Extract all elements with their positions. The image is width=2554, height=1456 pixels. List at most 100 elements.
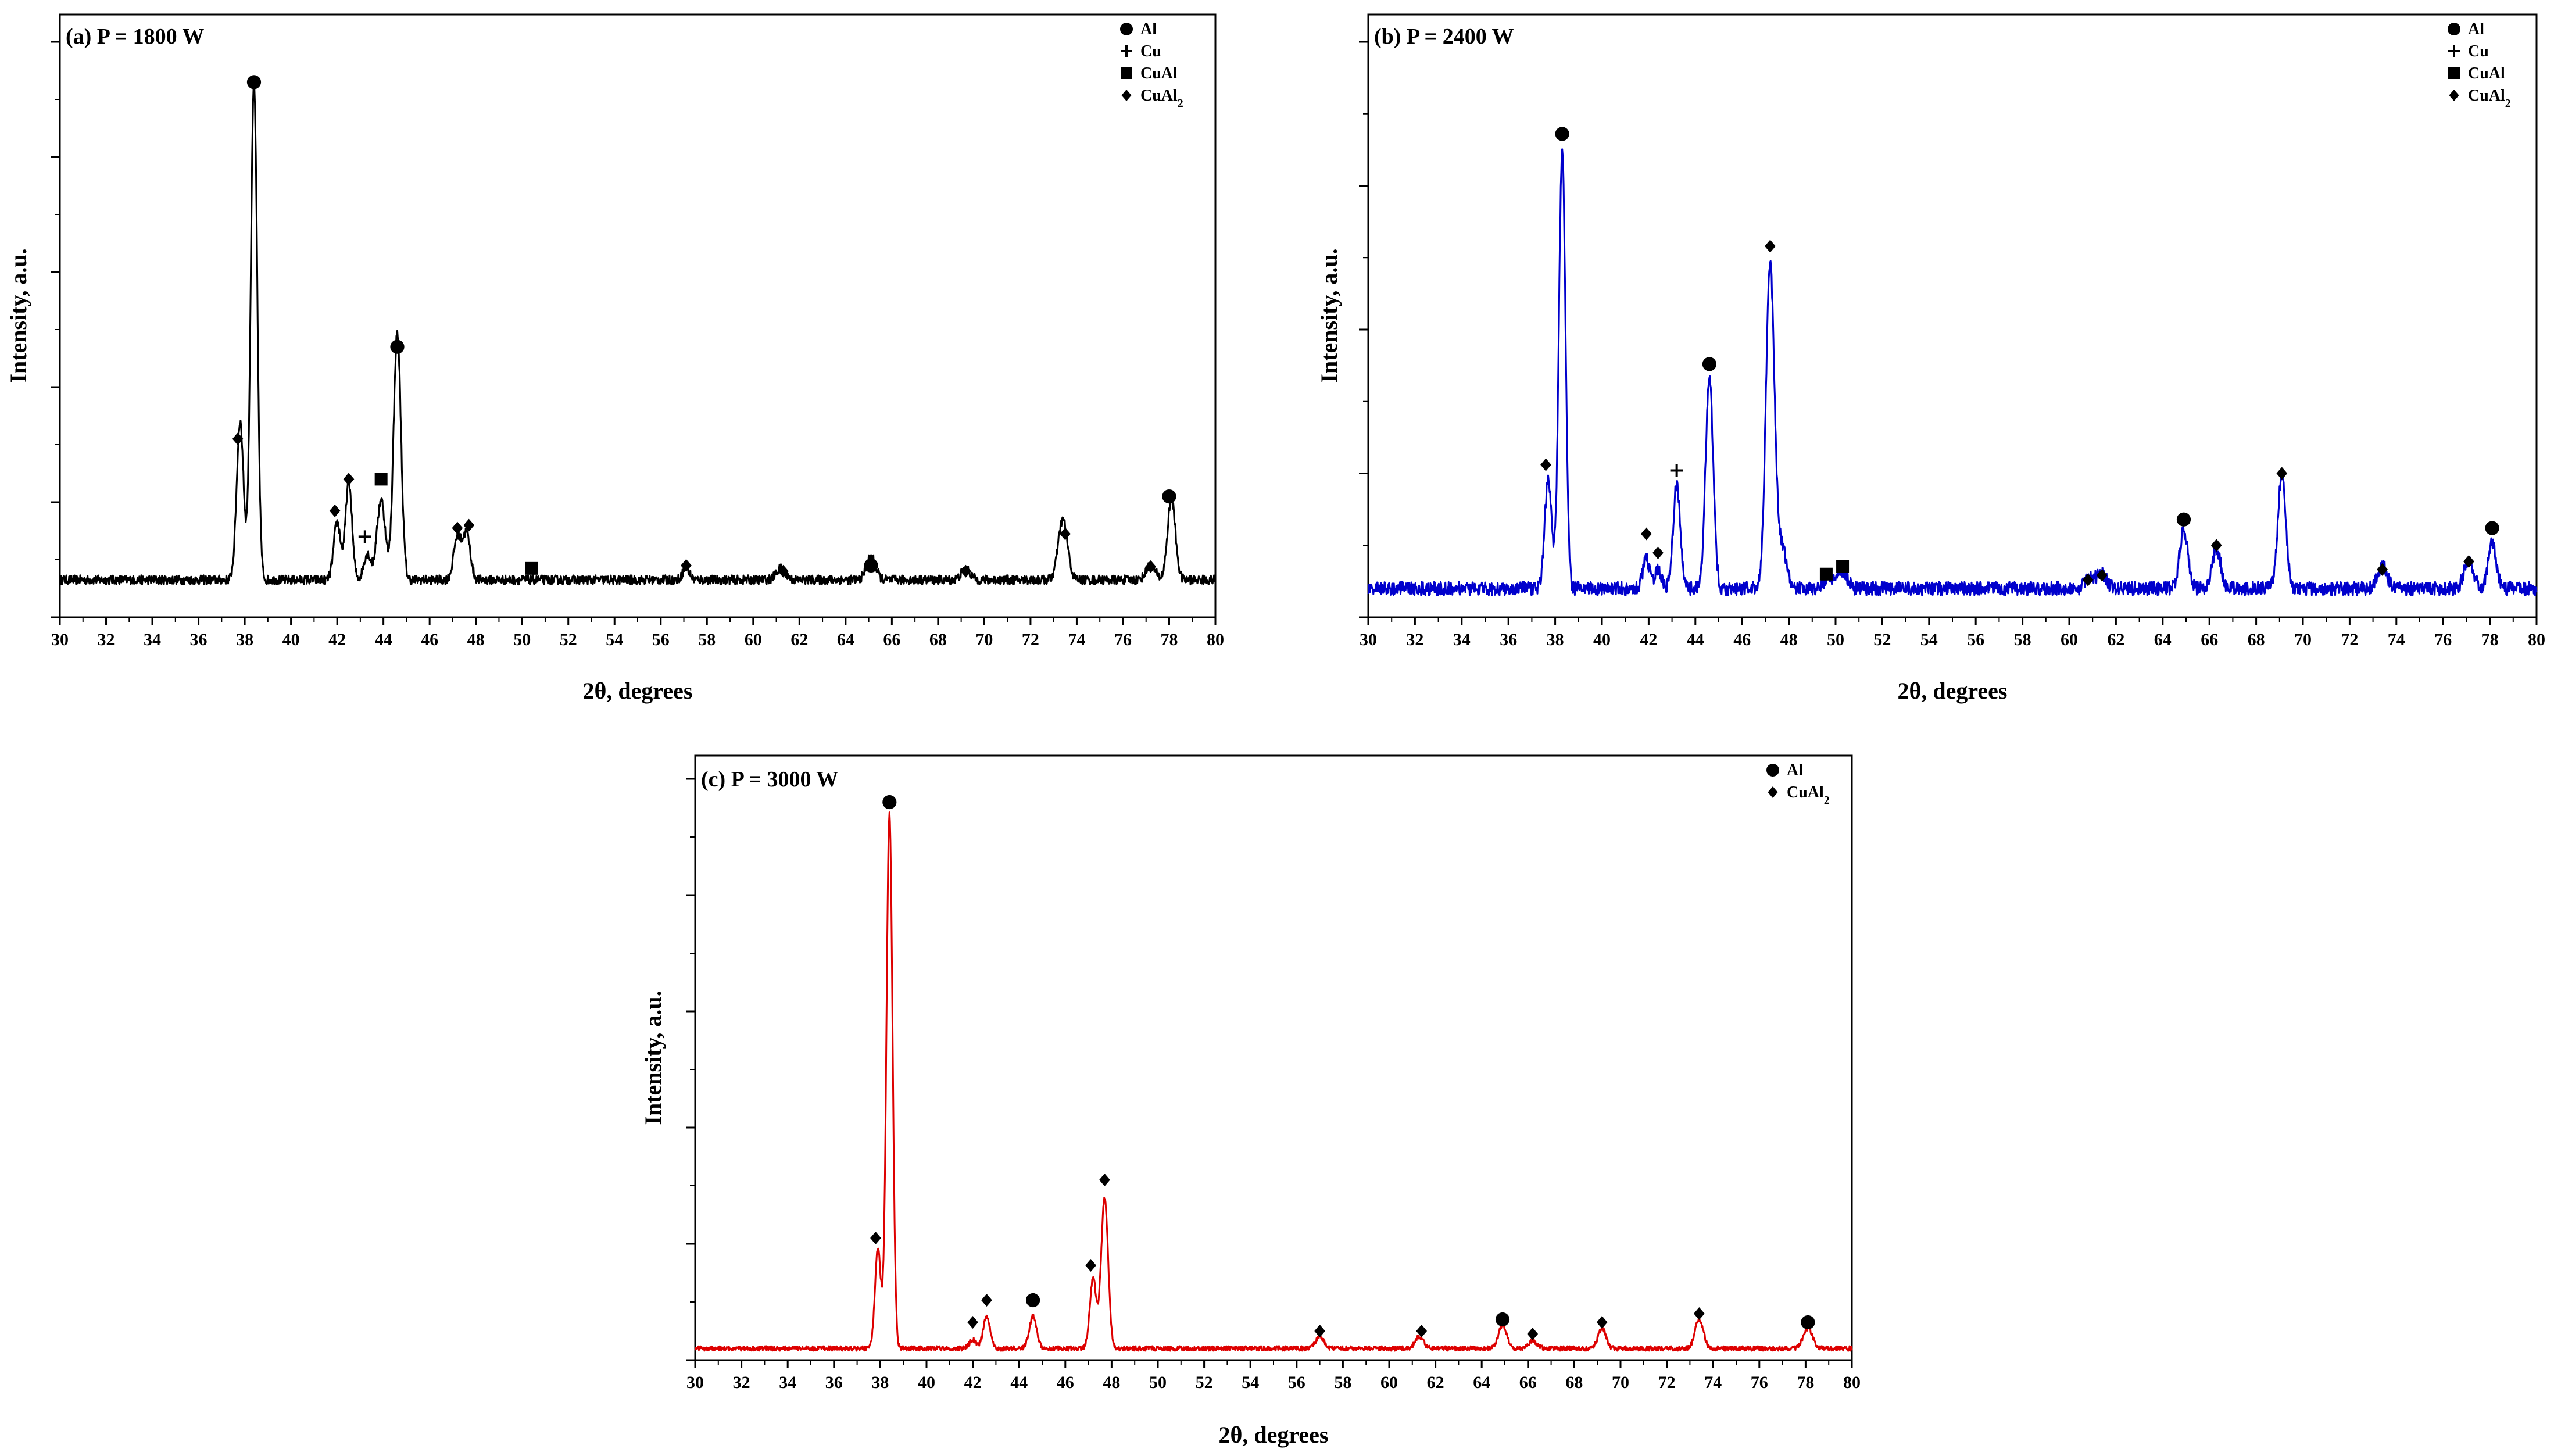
x-tick-label-c: 36 [825,1373,843,1392]
phase-marker-diamond-b [2377,563,2388,576]
x-tick-label-c: 34 [779,1373,796,1392]
x-tick-label-b: 34 [1453,630,1471,649]
x-tick-label-c: 54 [1242,1373,1259,1392]
phase-marker-diamond-b [2096,568,2108,582]
panel-title-c: (c) P = 3000 W [701,767,838,792]
phase-marker-diamond-c [1527,1328,1539,1340]
plot-frame-c [694,754,1853,1361]
phase-marker-circle-c [1801,1315,1815,1330]
x-tick-label-c: 40 [918,1373,935,1392]
x-tick-label-a: 60 [745,630,762,649]
x-tick-label-c: 62 [1427,1373,1444,1392]
x-tick-label-b: 58 [2014,630,2031,649]
x-tick-label-a: 78 [1160,630,1178,649]
y-axis-title-c: Intensity, a.u. [640,990,666,1125]
phase-marker-circle-a [246,75,262,90]
phase-marker-diamond-c [1314,1325,1325,1337]
x-tick-label-b: 30 [1360,630,1377,649]
x-tick-label-b: 32 [1406,630,1423,649]
x-tick-label-c: 50 [1149,1373,1167,1392]
x-tick-label-b: 50 [1827,630,1844,649]
x-tick-label-c: 46 [1057,1373,1074,1392]
phase-marker-circle-c [1495,1312,1510,1327]
x-tick-label-b: 80 [2528,630,2545,649]
x-tick-label-a: 52 [560,630,577,649]
x-tick-label-a: 66 [883,630,900,649]
x-tick-label-c: 58 [1334,1373,1351,1392]
x-tick-label-a: 46 [421,630,438,649]
phase-marker-diamond-a [232,432,244,446]
legend-marker-c [1766,764,1779,777]
x-axis-title-c: 2θ, degrees [1219,1422,1329,1448]
y-axis-title-b: Intensity, a.u. [1316,248,1342,382]
phase-marker-circle-c [882,795,897,810]
x-tick-label-c: 70 [1612,1373,1629,1392]
phase-marker-square-b [1819,567,1833,581]
phase-marker-circle-a [1162,489,1176,504]
x-tick-label-b: 44 [1687,630,1704,649]
panel-a: (a) P = 1800 W 2θ, degrees Intensity, a.… [5,13,1224,704]
x-tick-label-c: 74 [1704,1373,1722,1392]
panel-title-b: (b) P = 2400 W [1374,24,1514,49]
x-tick-label-a: 80 [1207,630,1224,649]
x-tick-label-b: 78 [2481,630,2499,649]
legend-marker-a [1120,23,1133,35]
plot-frame-a [59,13,1217,618]
x-tick-label-a: 38 [236,630,253,649]
x-tick-label-a: 32 [98,630,115,649]
phase-marker-plus-b [1670,464,1683,477]
legend-marker-c [1768,786,1778,798]
phase-marker-circle-b [2176,512,2191,527]
phase-marker-circle-a [390,339,405,354]
phase-marker-circle-c [1025,1293,1040,1308]
phase-marker-diamond-b [1765,239,1776,253]
series-line-b [1367,148,2538,596]
legend-label-a: Cu [1140,42,1161,60]
x-tick-label-b: 54 [1920,630,1938,649]
x-tick-label-c: 60 [1380,1373,1398,1392]
x-tick-label-b: 62 [2107,630,2124,649]
phase-marker-diamond-c [1085,1259,1096,1272]
x-tick-label-c: 80 [1843,1373,1861,1392]
phase-marker-circle-a [864,558,878,573]
legend-marker-b [2448,45,2460,57]
x-tick-label-c: 56 [1288,1373,1305,1392]
legend-label-b: CuAl2 [2468,87,2511,110]
x-tick-label-b: 42 [1640,630,1657,649]
x-tick-label-b: 56 [1967,630,1984,649]
legend-marker-b [2448,23,2460,35]
legend-label-b: CuAl [2468,65,2505,83]
x-tick-label-b: 68 [2248,630,2265,649]
phase-marker-diamond-c [1416,1325,1428,1337]
x-tick-label-b: 74 [2388,630,2405,649]
legend-label-c: Al [1787,761,1803,779]
x-tick-label-c: 48 [1103,1373,1120,1392]
x-tick-label-b: 48 [1780,630,1798,649]
phase-marker-diamond-b [2276,467,2288,480]
phase-marker-diamond-c [1596,1316,1608,1329]
legend-marker-a [1121,67,1132,79]
phase-marker-diamond-a [681,559,692,572]
x-tick-label-a: 76 [1114,630,1132,649]
legend-marker-a [1121,90,1132,101]
phase-marker-diamond-a [463,518,475,532]
phase-marker-diamond-c [967,1316,978,1329]
y-axis-title-a: Intensity, a.u. [5,248,31,382]
x-tick-label-c: 72 [1658,1373,1676,1392]
x-tick-label-c: 30 [686,1373,704,1392]
x-tick-label-c: 66 [1519,1373,1537,1392]
phase-marker-diamond-a [960,564,971,578]
x-axis-title-a: 2θ, degrees [583,678,693,704]
phase-marker-square-a [374,473,388,486]
x-tick-label-b: 36 [1500,630,1517,649]
phase-marker-diamond-b [1652,546,1664,560]
x-tick-label-a: 36 [190,630,208,649]
legend-label-b: Cu [2468,42,2489,60]
x-tick-label-c: 32 [733,1373,750,1392]
x-tick-label-c: 64 [1473,1373,1490,1392]
x-tick-label-b: 64 [2154,630,2172,649]
phase-marker-diamond-a [452,521,463,535]
x-tick-label-b: 52 [1873,630,1891,649]
x-tick-label-a: 74 [1068,630,1085,649]
